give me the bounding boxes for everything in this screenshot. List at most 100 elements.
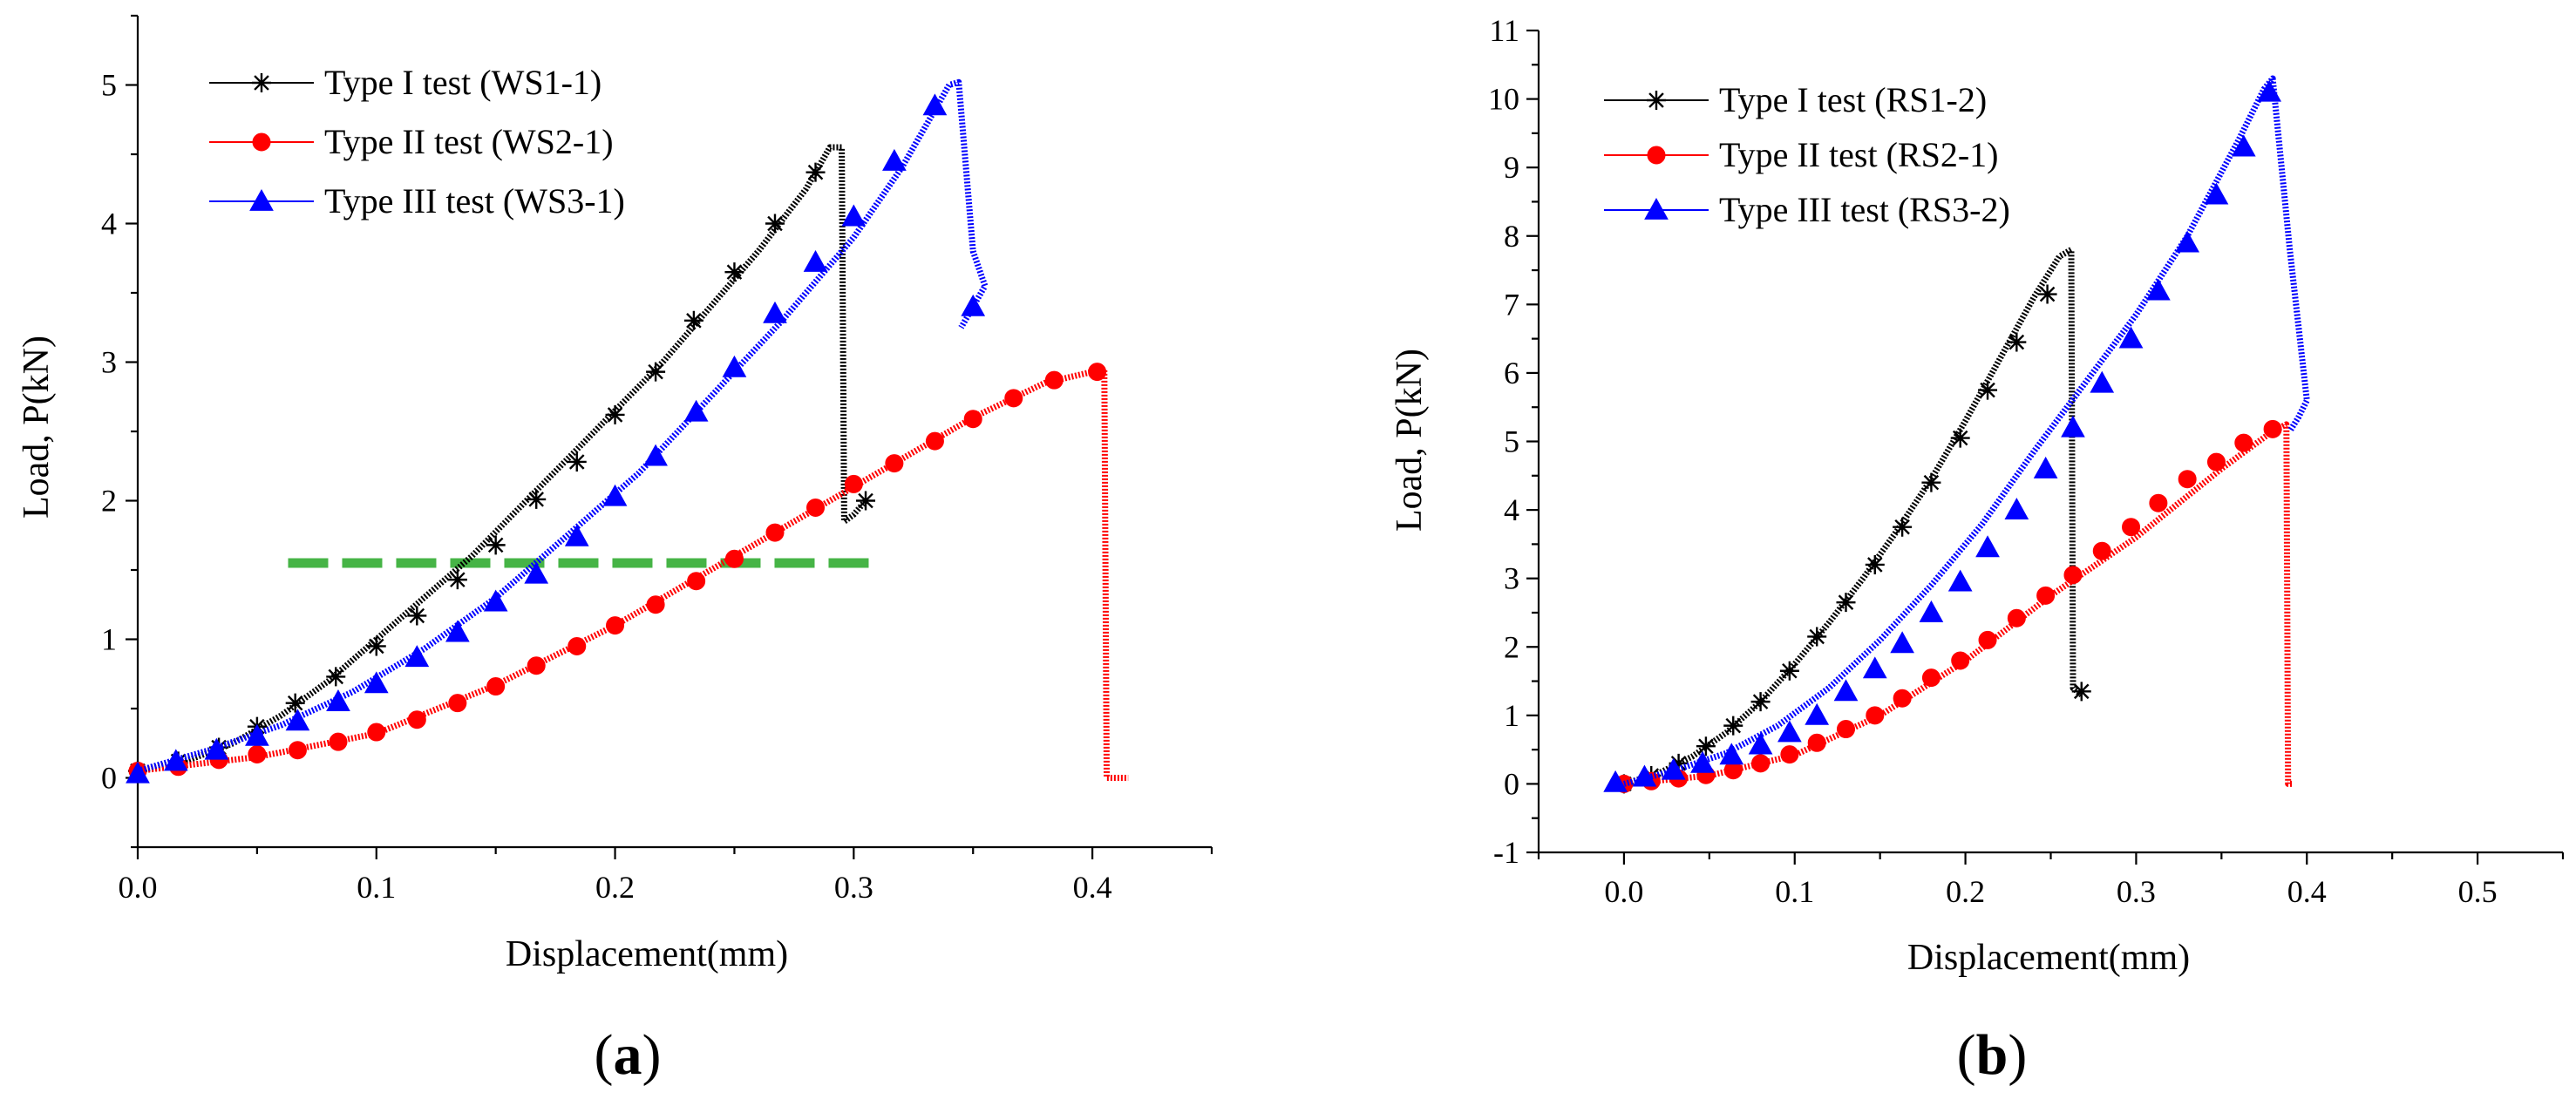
y-tick-label-a: 3	[101, 345, 117, 380]
data-point-b-1	[1978, 380, 1998, 400]
y-tick-label-b: 4	[1504, 492, 1519, 527]
data-point-b-3	[1890, 631, 1914, 654]
data-point-a-2	[724, 549, 744, 568]
data-point-b-2	[1951, 651, 1970, 670]
data-point-a-3	[245, 723, 269, 746]
data-point-a-2	[248, 744, 267, 763]
data-point-b-3	[1748, 732, 1773, 755]
data-point-b-3	[1690, 750, 1715, 773]
legend-marker-b-1	[1647, 91, 1666, 110]
y-axis-title-b: Load, P(kN)	[1390, 349, 1430, 532]
axes-b: 0.0 0.1 0.2 0.3 0.4 0.5 -1 0 1 2 3 4 5 6 7 8 9 10 11	[1488, 13, 2565, 909]
data-point-a-2	[963, 410, 982, 429]
data-point-a-2	[407, 710, 426, 729]
data-point-b-2	[2063, 566, 2083, 585]
data-point-b-3	[2175, 230, 2200, 253]
data-point-b-3	[2257, 79, 2282, 102]
series-layer-b	[1603, 75, 2310, 794]
data-point-a-2	[448, 694, 467, 713]
data-point-b-3	[1947, 569, 1973, 592]
chart-panel-a: 0.0 0.1 0.2 0.3 0.4 0 1 2 3 4 5 Type I test (WS1-1…	[17, 14, 1213, 1087]
panel-label-b-close: )	[2008, 1023, 2027, 1087]
data-point-a-3	[882, 148, 907, 171]
data-point-a-3	[445, 620, 470, 642]
legend-marker-b-2	[1647, 146, 1666, 165]
data-point-a-3	[204, 737, 229, 760]
y-tick-label-b: 3	[1504, 561, 1519, 596]
data-point-a-3	[643, 444, 668, 466]
series-line-a-1	[137, 144, 868, 774]
series-a-3	[126, 78, 989, 784]
series-layer-a	[126, 78, 1129, 784]
data-point-a-1	[724, 262, 744, 282]
data-point-b-2	[2263, 419, 2282, 438]
legend-marker-a-3	[249, 188, 274, 211]
x-tick-label-a: 0.3	[834, 870, 873, 905]
data-point-b-2	[2092, 541, 2111, 560]
data-point-b-3	[2033, 456, 2058, 478]
data-point-a-2	[527, 656, 546, 675]
data-point-a-2	[687, 572, 706, 591]
x-tick-label-b: 0.4	[2287, 874, 2327, 909]
data-point-b-2	[1807, 733, 1826, 752]
data-point-a-1	[856, 491, 876, 511]
data-point-b-2	[2234, 433, 2253, 452]
data-point-a-1	[527, 489, 547, 509]
data-point-b-2	[1866, 706, 1885, 725]
data-point-a-1	[407, 606, 427, 626]
data-point-a-2	[925, 431, 944, 451]
data-point-b-2	[2007, 608, 2026, 628]
data-point-b-2	[1893, 689, 1912, 708]
data-point-b-1	[2071, 682, 2091, 702]
series-a-2	[128, 363, 1129, 781]
legend-marker-a-2	[252, 132, 271, 152]
x-tick-label-b: 0.0	[1604, 874, 1643, 909]
data-point-b-1	[1696, 736, 1716, 757]
data-point-a-3	[763, 301, 787, 323]
data-point-a-1	[567, 451, 587, 472]
data-point-b-1	[2037, 284, 2057, 304]
data-point-a-3	[163, 749, 188, 771]
data-point-a-3	[326, 689, 350, 711]
data-point-a-3	[841, 204, 867, 227]
x-tick-label-a: 0.4	[1073, 870, 1112, 905]
y-tick-label-b: -1	[1493, 835, 1519, 870]
y-tick-label-a: 1	[101, 622, 117, 657]
data-point-b-2	[2036, 586, 2056, 605]
data-point-a-1	[605, 404, 625, 424]
x-tick-label-b: 0.5	[2458, 874, 2498, 909]
panel-label-a-open: (	[595, 1023, 614, 1087]
legend-label-b-3: Type III test (RS3-2)	[1719, 190, 2010, 229]
data-point-b-3	[2118, 326, 2144, 349]
data-point-b-3	[1975, 535, 2000, 558]
data-point-b-3	[2231, 134, 2256, 157]
legend-label-b-2: Type II test (RS2-1)	[1719, 135, 1998, 174]
y-tick-label-b: 10	[1488, 82, 1519, 117]
data-point-a-3	[404, 645, 430, 668]
data-point-b-3	[2204, 182, 2229, 205]
data-point-b-2	[2206, 452, 2226, 472]
data-point-a-3	[961, 294, 986, 316]
legend-a: Type I test (WS1-1) Type II test (WS2-1) T…	[209, 63, 625, 221]
y-tick-label-b: 7	[1504, 287, 1519, 322]
data-point-a-3	[564, 524, 589, 546]
data-point-a-2	[288, 741, 307, 760]
data-point-b-2	[1978, 630, 1997, 649]
data-point-b-1	[1836, 593, 1856, 613]
data-point-b-3	[1719, 743, 1744, 765]
data-point-a-2	[606, 616, 625, 635]
y-tick-label-b: 1	[1504, 698, 1519, 733]
data-point-a-1	[326, 667, 346, 687]
data-point-b-3	[1833, 679, 1859, 702]
data-point-b-3	[1919, 600, 1944, 622]
x-axis-title-a: Displacement(mm)	[506, 934, 788, 974]
y-tick-label-a: 5	[101, 68, 117, 103]
y-axis-title-a: Load, P(kN)	[17, 336, 57, 519]
data-point-b-1	[1865, 554, 1885, 574]
data-point-b-1	[1893, 517, 1913, 537]
legend-marker-a-1	[252, 73, 271, 92]
data-point-a-1	[646, 362, 666, 382]
data-point-b-3	[2090, 370, 2115, 393]
data-point-a-1	[486, 535, 506, 555]
